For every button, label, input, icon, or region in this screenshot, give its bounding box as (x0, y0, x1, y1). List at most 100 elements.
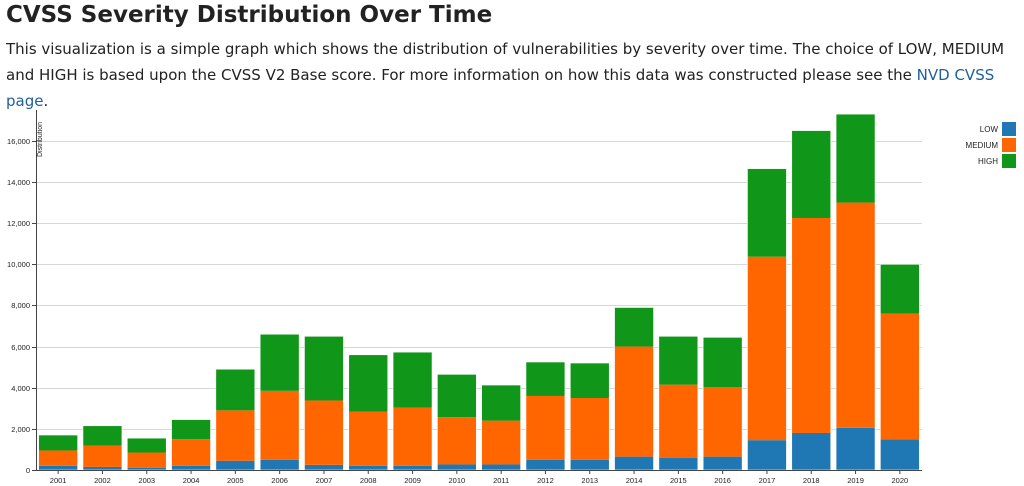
bar-segment-medium-2017 (747, 256, 787, 441)
x-tick-label-2004: 2004 (183, 476, 200, 485)
y-tick-label: 12,000 (7, 219, 30, 228)
bar-segment-low-2010 (437, 464, 477, 470)
bar-segment-medium-2005 (215, 410, 255, 461)
y-tick-label: 4,000 (11, 384, 30, 393)
bar-segment-high-2004 (171, 419, 211, 440)
bar-segment-high-2013 (570, 363, 610, 398)
bar-segment-high-2001 (38, 435, 78, 451)
bar-segment-medium-2012 (525, 395, 565, 460)
bar-segment-low-2006 (260, 459, 300, 470)
bar-segment-low-2016 (703, 456, 743, 470)
bar-segment-low-2008 (348, 465, 388, 470)
bar-segment-low-2009 (393, 465, 433, 470)
y-tick-label: 16,000 (7, 137, 30, 146)
x-tick-label-2014: 2014 (626, 476, 643, 485)
bar-segment-low-2011 (481, 464, 521, 470)
bar-segment-low-2003 (127, 467, 167, 470)
bar-segment-medium-2013 (570, 398, 610, 460)
bar-segment-medium-2018 (791, 218, 831, 433)
bar-segment-high-2010 (437, 374, 477, 418)
bars (38, 113, 920, 471)
bar-segment-low-2018 (791, 432, 831, 470)
bar-segment-medium-2010 (437, 417, 477, 465)
x-tick-label-2020: 2020 (892, 476, 909, 485)
x-tick-label-2017: 2017 (759, 476, 776, 485)
y-tick-label: 6,000 (11, 343, 30, 352)
bar-segment-medium-2014 (614, 346, 654, 457)
bar-segment-high-2003 (127, 438, 167, 453)
x-tick-label-2013: 2013 (581, 476, 598, 485)
description-end: . (43, 92, 49, 110)
nvd-cvss-link[interactable]: NVD CVSS page (6, 66, 995, 110)
bar-segment-low-2005 (215, 460, 255, 470)
bar-segment-low-2014 (614, 456, 654, 470)
bar-segment-medium-2020 (880, 313, 920, 440)
bar-segment-high-2012 (525, 362, 565, 396)
legend-swatch-medium (1002, 138, 1016, 152)
x-tick-label-2018: 2018 (803, 476, 820, 485)
bar-segment-medium-2003 (127, 452, 167, 468)
bar-segment-low-2001 (38, 465, 78, 470)
page-title: CVSS Severity Distribution Over Time (6, 2, 493, 28)
bar-segment-low-2007 (304, 464, 344, 470)
x-tick-label-2003: 2003 (138, 476, 155, 485)
bar-segment-high-2005 (215, 369, 255, 411)
x-tick-label-2005: 2005 (227, 476, 244, 485)
y-tick-label: 0 (26, 466, 30, 475)
x-tick-label-2016: 2016 (714, 476, 731, 485)
bar-segment-high-2002 (82, 425, 122, 446)
gridlines (36, 141, 922, 430)
bar-segment-medium-2019 (836, 202, 876, 428)
bar-segment-high-2009 (393, 352, 433, 408)
bar-segment-high-2017 (747, 168, 787, 257)
bar-segment-low-2002 (82, 466, 122, 470)
x-tick-label-2007: 2007 (316, 476, 333, 485)
axes: Distribution 0 2,000 4,000 6,000 8,000 10,000… (7, 110, 922, 485)
bar-segment-high-2018 (791, 130, 831, 218)
legend-label-high: HIGH (978, 157, 998, 166)
bar-segment-medium-2015 (658, 384, 698, 458)
bar-segment-medium-2007 (304, 400, 344, 465)
bar-segment-low-2013 (570, 459, 610, 470)
description-text: This visualization is a simple graph whi… (6, 40, 1005, 84)
bar-segment-high-2011 (481, 385, 521, 421)
bar-segment-low-2004 (171, 465, 211, 470)
legend-label-medium: MEDIUM (966, 141, 999, 150)
bar-segment-medium-2001 (38, 450, 78, 466)
bar-segment-medium-2009 (393, 407, 433, 466)
x-tick-label-2001: 2001 (50, 476, 67, 485)
y-tick-label: 10,000 (7, 260, 30, 269)
bar-segment-medium-2008 (348, 411, 388, 466)
x-tick-label-2002: 2002 (94, 476, 111, 485)
bar-segment-medium-2011 (481, 420, 521, 465)
chart-description: This visualization is a simple graph whi… (6, 36, 1016, 114)
y-tick-label: 8,000 (11, 301, 30, 310)
bar-segment-high-2006 (260, 334, 300, 391)
bar-segment-low-2017 (747, 440, 787, 470)
bar-segment-low-2015 (658, 457, 698, 470)
legend-swatch-high (1002, 154, 1016, 168)
bar-segment-high-2014 (614, 307, 654, 347)
x-tick-label-2012: 2012 (537, 476, 554, 485)
severity-stacked-bar-chart: Distribution 0 2,000 4,000 6,000 8,000 10,000… (7, 110, 1016, 485)
x-tick-label-2008: 2008 (360, 476, 377, 485)
y-tick-label: 14,000 (7, 178, 30, 187)
bar-segment-high-2016 (703, 337, 743, 388)
bar-segment-low-2020 (880, 439, 920, 470)
x-tick-label-2009: 2009 (404, 476, 421, 485)
bar-segment-high-2008 (348, 354, 388, 412)
bar-segment-low-2019 (836, 427, 876, 470)
x-tick-label-2015: 2015 (670, 476, 687, 485)
legend-label-low: LOW (980, 125, 999, 134)
y-tick-label: 2,000 (11, 425, 30, 434)
x-tick-label-2006: 2006 (271, 476, 288, 485)
bar-segment-medium-2006 (260, 390, 300, 460)
legend: LOW MEDIUM HIGH (966, 122, 1016, 168)
x-tick-label-2019: 2019 (847, 476, 864, 485)
bar-segment-high-2019 (836, 114, 876, 203)
bar-segment-medium-2016 (703, 387, 743, 457)
y-axis-title: Distribution (37, 122, 44, 157)
bar-segment-medium-2004 (171, 439, 211, 466)
x-tick-label-2010: 2010 (449, 476, 466, 485)
legend-swatch-low (1002, 122, 1016, 136)
